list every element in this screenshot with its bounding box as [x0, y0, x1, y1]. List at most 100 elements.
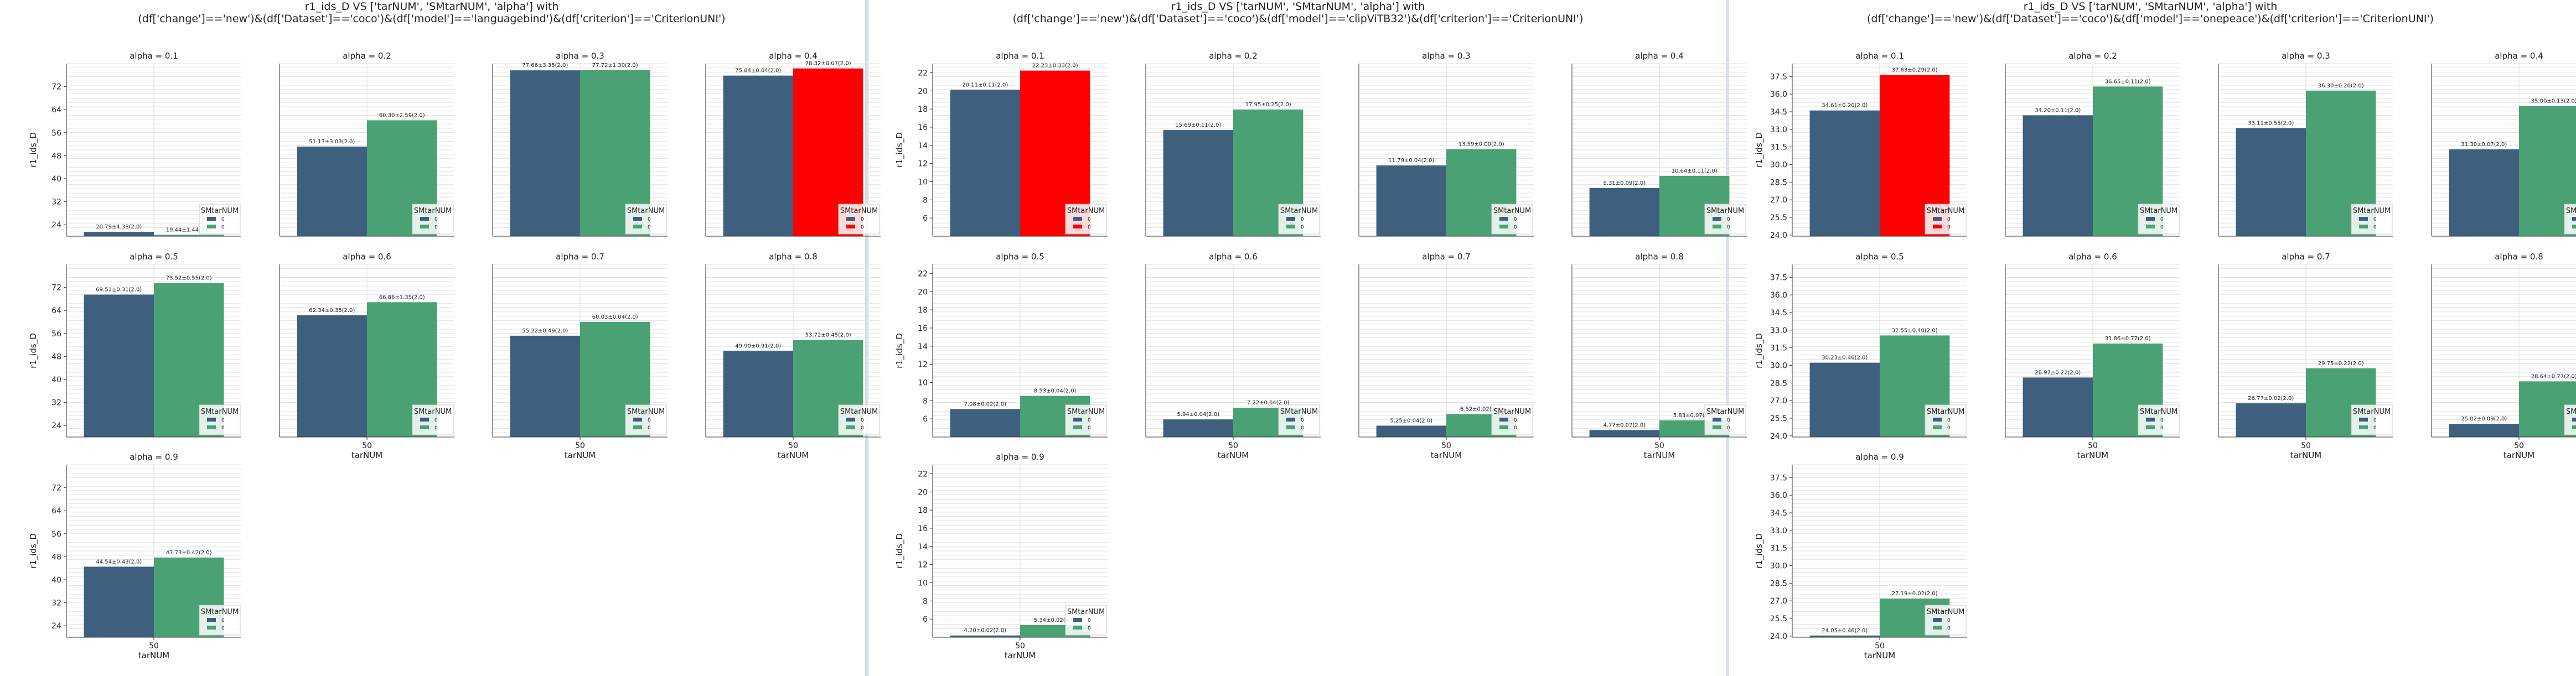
- legend-swatch: [846, 225, 855, 228]
- bar: [297, 146, 367, 236]
- x-axis-label: tarNUM: [565, 450, 596, 460]
- y-tick-label: 64: [51, 507, 61, 516]
- legend-swatch: [1286, 425, 1295, 429]
- bar-data-label: 5.34±0.02(2.0): [1034, 617, 1077, 623]
- y-tick-label: 22: [918, 69, 928, 77]
- legend-swatch: [1933, 225, 1942, 228]
- legend-title: SMtarNUM: [1927, 207, 1964, 215]
- legend-box: [625, 404, 667, 435]
- bar-data-label: 36.65±0.11(2.0): [2105, 79, 2151, 85]
- legend-title: SMtarNUM: [1706, 408, 1744, 416]
- legend-swatch: [207, 626, 216, 630]
- bar-data-label: 8.53±0.04(2.0): [1034, 388, 1077, 394]
- subplot-title: alpha = 0.8: [1635, 252, 1684, 262]
- legend-label: 0: [1301, 418, 1304, 423]
- y-tick-label: 33.0: [1770, 527, 1787, 535]
- legend-box: [1704, 404, 1746, 435]
- x-axis-label: tarNUM: [2503, 450, 2534, 460]
- legend-title: SMtarNUM: [201, 408, 239, 416]
- legend-swatch: [1713, 225, 1721, 228]
- x-axis-label: tarNUM: [1431, 450, 1462, 460]
- subplot-8: 49.90±0.91(2.0) 53.72±0.45(2.0) alpha = 0.…: [705, 252, 881, 460]
- legend-title: SMtarNUM: [1067, 207, 1105, 215]
- figure-title-line1: r1_ids_D VS ['tarNUM', 'SMtarNUM', 'alph…: [305, 1, 559, 13]
- y-tick-label: 16: [918, 123, 928, 132]
- subplot-3: 11.79±0.04(2.0) 13.59±0.00(2.0) alpha = 0.…: [1358, 51, 1534, 237]
- legend-swatch: [1073, 418, 1082, 422]
- legend-label: 0: [1301, 425, 1304, 431]
- y-tick-label: 34.5: [1770, 309, 1787, 318]
- legend-label: 0: [1727, 425, 1730, 431]
- y-tick-label: 32: [51, 399, 61, 408]
- legend-swatch: [2146, 418, 2155, 422]
- subplot-6: 28.97±0.22(2.0) 31.86±0.77(2.0) alpha = 0.…: [2005, 252, 2180, 460]
- y-tick-label: 32: [51, 599, 61, 608]
- legend-title: SMtarNUM: [1280, 408, 1318, 416]
- legend-label: 0: [1301, 217, 1304, 222]
- bar: [1589, 188, 1659, 236]
- x-tick-label: 50: [1654, 441, 1664, 450]
- bar-data-label: 55.22±0.49(2.0): [522, 328, 568, 334]
- bar: [1589, 430, 1659, 437]
- bar: [1376, 425, 1446, 437]
- bar: [84, 566, 154, 637]
- legend-swatch: [1499, 225, 1508, 228]
- bar-data-label: 36.30±0.20(2.0): [2318, 83, 2364, 89]
- y-tick-label: 31.5: [1770, 544, 1787, 553]
- subplot-2: 51.17±3.03(2.0) 60.30±2.59(2.0) alpha = 0.…: [279, 51, 454, 237]
- legend-swatch: [2359, 217, 2368, 221]
- legend-label: 0: [648, 418, 651, 423]
- legend-box: [1065, 204, 1107, 235]
- bar: [723, 75, 793, 236]
- y-tick-label: 56: [51, 530, 61, 539]
- legend-swatch: [1499, 425, 1508, 429]
- subplot-2: 34.20±0.11(2.0) 36.65±0.11(2.0) alpha = 0.…: [2005, 51, 2180, 237]
- y-tick-label: 64: [51, 306, 61, 315]
- x-tick-label: 50: [1441, 441, 1451, 450]
- legend-swatch: [846, 217, 855, 221]
- x-tick-label: 50: [2088, 441, 2098, 450]
- legend-label: 0: [1947, 217, 1951, 222]
- legend-box: [2351, 404, 2393, 435]
- subplot-title: alpha = 0.9: [996, 452, 1044, 462]
- legend-box: [412, 204, 454, 235]
- bar: [2449, 149, 2519, 236]
- bar-data-label: 28.64±0.77(2.0): [2531, 373, 2576, 379]
- subplot-title: alpha = 0.4: [1635, 51, 1684, 61]
- bar-data-label: 32.55±0.40(2.0): [1892, 327, 1938, 334]
- legend-box: [199, 605, 241, 636]
- legend-label: 0: [1088, 418, 1091, 423]
- y-tick-label: 10: [918, 378, 928, 387]
- y-tick-label: 34.5: [1770, 509, 1787, 518]
- y-tick-label: 30.0: [1770, 362, 1787, 371]
- bar-data-label: 26.77±0.02(2.0): [2248, 396, 2294, 402]
- y-tick-label: 25.5: [1770, 214, 1787, 222]
- legend-swatch: [1286, 418, 1295, 422]
- bar-data-label: 17.95±0.25(2.0): [1245, 102, 1291, 108]
- y-tick-label: 28.5: [1770, 178, 1787, 187]
- legend-swatch: [1933, 626, 1942, 630]
- subplot-7: 26.77±0.02(2.0) 29.75±0.22(2.0) alpha = 0.…: [2218, 252, 2393, 460]
- y-tick-label: 30.0: [1770, 562, 1787, 571]
- legend-box: [412, 404, 454, 435]
- subplot-4: 75.84±0.04(2.0) 78.32±0.07(2.0)alpha = 0.…: [705, 51, 881, 237]
- subplot-title: alpha = 0.7: [556, 252, 604, 262]
- y-tick-label: 40: [51, 376, 61, 384]
- y-tick-label: 12: [918, 561, 928, 570]
- y-axis-label: r1_ids_D: [894, 132, 905, 168]
- legend-swatch: [1499, 418, 1508, 422]
- subplot-8: 4.77±0.07(2.0) 5.83±0.07(2.0) alpha = 0.8 5…: [1571, 252, 1747, 460]
- bar: [1376, 165, 1446, 236]
- x-tick-label: 50: [1875, 642, 1885, 651]
- legend-label: 0: [1514, 418, 1517, 423]
- x-tick-label: 50: [2514, 441, 2524, 450]
- bar: [1163, 419, 1233, 437]
- legend-swatch: [420, 225, 429, 228]
- legend-swatch: [2359, 225, 2368, 228]
- legend-swatch: [633, 418, 642, 422]
- y-tick-label: 48: [51, 152, 61, 160]
- bar: [2449, 424, 2519, 437]
- bar: [510, 335, 580, 437]
- bar: [84, 232, 154, 236]
- y-axis-label: r1_ids_D: [28, 533, 39, 569]
